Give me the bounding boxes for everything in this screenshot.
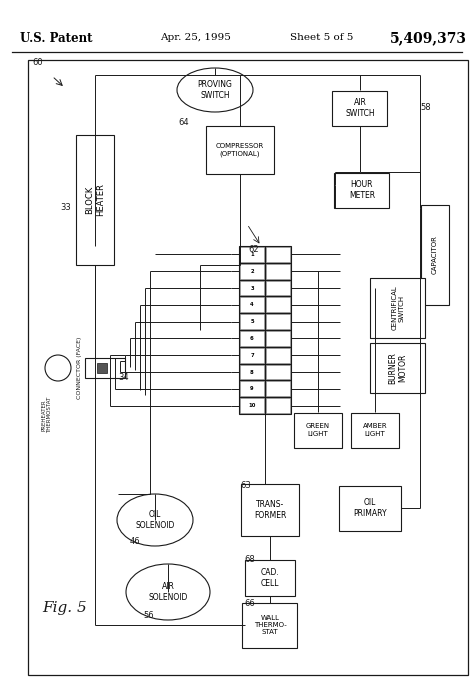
Text: 3: 3 <box>250 285 254 290</box>
Text: HOUR
METER: HOUR METER <box>349 180 375 200</box>
Text: 66: 66 <box>244 599 255 608</box>
Bar <box>266 348 290 363</box>
Ellipse shape <box>177 68 253 112</box>
Bar <box>266 314 290 329</box>
Bar <box>245 560 295 596</box>
Bar <box>266 331 290 346</box>
Bar <box>266 247 290 262</box>
Bar <box>243 603 298 647</box>
Text: 8: 8 <box>250 370 254 374</box>
Text: CAD.
CELL: CAD. CELL <box>261 569 279 587</box>
Text: 33: 33 <box>60 203 71 212</box>
Bar <box>28 60 468 675</box>
Bar <box>240 247 264 262</box>
Text: AMBER
LIGHT: AMBER LIGHT <box>363 423 387 436</box>
Bar <box>240 348 264 363</box>
Text: OIL
PRIMARY: OIL PRIMARY <box>353 498 387 518</box>
Text: 7: 7 <box>250 353 254 358</box>
Text: OIL
SOLENOID: OIL SOLENOID <box>135 510 175 530</box>
Text: 9: 9 <box>250 386 254 391</box>
Text: 5: 5 <box>250 319 254 324</box>
Text: 58: 58 <box>420 103 430 112</box>
Bar <box>371 343 426 393</box>
Bar <box>206 126 274 174</box>
Text: 1: 1 <box>250 252 254 257</box>
Text: 10: 10 <box>248 403 255 408</box>
Text: 63: 63 <box>240 481 251 490</box>
Bar <box>97 363 107 373</box>
Text: 2: 2 <box>250 269 254 274</box>
Text: PREHEATER
THERMOSTAT: PREHEATER THERMOSTAT <box>42 397 53 433</box>
Text: 5,409,373: 5,409,373 <box>390 31 467 45</box>
Bar <box>85 358 125 378</box>
Text: 46: 46 <box>130 537 141 546</box>
Bar <box>240 365 264 379</box>
Bar <box>339 486 401 530</box>
Text: Apr. 25, 1995: Apr. 25, 1995 <box>160 33 231 42</box>
Circle shape <box>45 355 71 381</box>
Bar <box>266 280 290 295</box>
Bar <box>240 264 264 278</box>
Text: 64: 64 <box>178 118 189 127</box>
Text: COMPRESSOR
(OPTIONAL): COMPRESSOR (OPTIONAL) <box>216 143 264 157</box>
Text: BURNER
MOTOR: BURNER MOTOR <box>388 352 408 384</box>
Text: CENTRIFICAL
SWITCH: CENTRIFICAL SWITCH <box>392 285 404 331</box>
Ellipse shape <box>117 494 193 546</box>
Text: CAPACITOR: CAPACITOR <box>432 235 438 274</box>
Text: AIR
SOLENOID: AIR SOLENOID <box>148 583 188 602</box>
Bar <box>240 331 264 346</box>
Bar <box>371 278 426 338</box>
Bar <box>335 173 390 207</box>
Bar <box>239 246 291 414</box>
Bar <box>266 398 290 413</box>
Text: GREEN
LIGHT: GREEN LIGHT <box>306 423 330 436</box>
Bar <box>266 381 290 396</box>
Bar <box>240 280 264 295</box>
Text: 34: 34 <box>118 373 128 382</box>
Bar <box>76 135 114 265</box>
Ellipse shape <box>126 564 210 620</box>
Text: U.S. Patent: U.S. Patent <box>20 31 92 45</box>
Bar <box>332 90 388 125</box>
Text: 68: 68 <box>244 555 255 564</box>
Bar <box>421 205 449 305</box>
Bar <box>266 264 290 278</box>
Text: 62: 62 <box>248 245 259 254</box>
Bar <box>240 297 264 313</box>
Text: CONNECTOR (FACE): CONNECTOR (FACE) <box>78 337 82 400</box>
Bar <box>240 314 264 329</box>
Bar <box>266 297 290 313</box>
Text: BLOCK
HEATER: BLOCK HEATER <box>85 184 105 216</box>
Text: 4: 4 <box>250 302 254 308</box>
Text: Sheet 5 of 5: Sheet 5 of 5 <box>290 33 354 42</box>
Text: 56: 56 <box>143 611 154 620</box>
Text: TRANS-
FORMER: TRANS- FORMER <box>254 500 286 520</box>
Bar <box>266 365 290 379</box>
Text: 60: 60 <box>32 58 43 67</box>
Text: WALL
THERMO-
STAT: WALL THERMO- STAT <box>254 615 286 635</box>
Bar <box>240 381 264 396</box>
Bar <box>351 413 399 448</box>
Bar <box>294 413 342 448</box>
Text: AIR
SWITCH: AIR SWITCH <box>345 98 375 118</box>
Text: Fig. 5: Fig. 5 <box>42 601 87 615</box>
Bar <box>240 398 264 413</box>
Bar <box>241 484 299 536</box>
Text: PROVING
SWITCH: PROVING SWITCH <box>198 80 232 100</box>
Text: 6: 6 <box>250 336 254 341</box>
